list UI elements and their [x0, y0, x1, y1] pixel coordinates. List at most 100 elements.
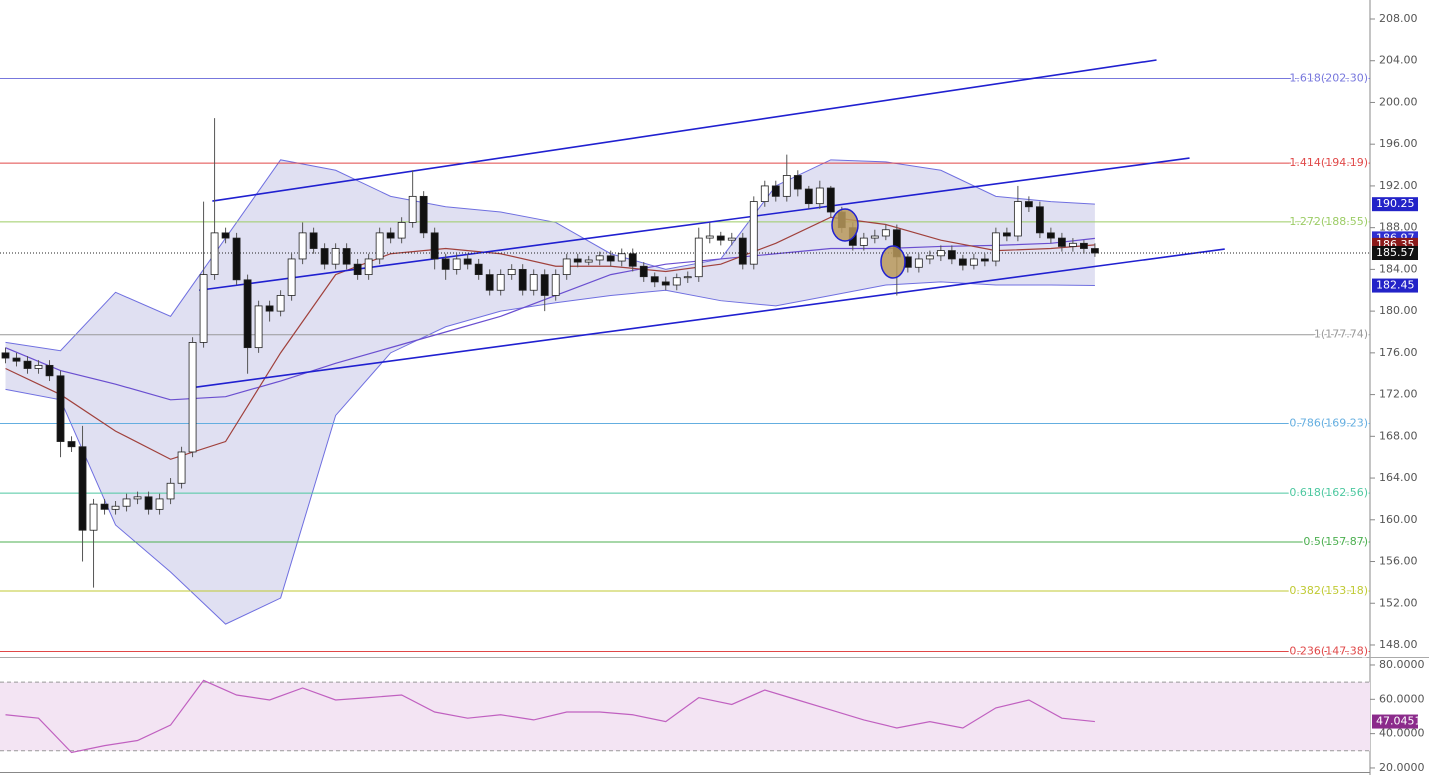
candle-body: [804, 188, 813, 205]
candle-body: [969, 258, 978, 266]
moving-average: [5, 216, 1095, 460]
price-label-box: [1372, 278, 1418, 293]
axis-layer: 148.00 152.00 156.00 160.00 164.00 168.00 172.…: [1370, 12, 1425, 774]
candle-body: [507, 268, 516, 276]
candle-body: [287, 258, 296, 296]
candle-body: [155, 498, 164, 510]
candle-body: [254, 305, 263, 349]
candle-body: [870, 235, 879, 239]
bands-layer: [5, 159, 1095, 625]
candle-body: [485, 274, 494, 291]
y-tick-label: 200.00: [1379, 95, 1418, 108]
fib-label: 1.414(194.19): [1289, 156, 1368, 169]
candle-body: [419, 195, 428, 234]
candle-body: [716, 235, 725, 241]
annotations-layer: [831, 208, 906, 279]
candle-body: [188, 342, 197, 453]
y-tick-label: 184.00: [1379, 262, 1418, 275]
candle-body: [342, 248, 351, 265]
candle-body: [661, 281, 670, 286]
candle-body: [474, 263, 483, 276]
price-label: 182.45: [1376, 279, 1415, 292]
candle-body: [210, 232, 219, 276]
candle-body: [584, 259, 593, 263]
candle-body: [947, 250, 956, 260]
fib-layer: 1.618(202.30) 1.414(194.19) 1.272(188.55) 1…: [0, 70, 1370, 659]
price-label-box: [1372, 714, 1418, 729]
candle-body: [1, 352, 10, 359]
candle-body: [23, 360, 32, 369]
candle-body: [496, 274, 505, 291]
candle-body: [1024, 201, 1033, 208]
candle-body: [958, 258, 967, 266]
candle-body: [705, 235, 714, 239]
candle-body: [518, 268, 527, 291]
candle-body: [45, 364, 54, 377]
candle-body: [331, 248, 340, 265]
candle-body: [364, 258, 373, 276]
candle-body: [441, 258, 450, 270]
candle-body: [111, 505, 120, 510]
candle-body: [628, 253, 637, 267]
candle-body: [89, 503, 98, 531]
candle-body: [672, 277, 681, 286]
candle-body: [221, 232, 230, 239]
candle-body: [243, 279, 252, 349]
candle-body: [562, 258, 571, 276]
candle-body: [826, 187, 835, 213]
candle-body: [177, 451, 186, 484]
fib-label: 1.618(202.30): [1289, 71, 1368, 84]
candle-body: [617, 253, 626, 262]
trendline: [212, 59, 1157, 202]
y-tick-label: 176.00: [1379, 346, 1418, 359]
candle-body: [386, 232, 395, 239]
candle-body: [694, 237, 703, 278]
candle-body: [859, 237, 868, 246]
fib-label: 0.236(147.38): [1289, 644, 1368, 657]
y-tick-label: 204.00: [1379, 54, 1418, 67]
candle-body: [595, 255, 604, 261]
candle-body: [760, 185, 769, 202]
y-tick-label: 196.00: [1379, 137, 1418, 150]
price-label: 47.0451: [1376, 715, 1422, 728]
candle-body: [34, 364, 43, 369]
band-fill: [5, 159, 1095, 625]
candle-body: [749, 201, 758, 265]
candle-body: [1057, 237, 1066, 247]
trendline: [194, 248, 1225, 389]
candle-body: [738, 237, 747, 265]
candle-body: [980, 258, 989, 262]
candle-body: [199, 274, 208, 343]
candle-body: [881, 229, 890, 237]
y-tick-label: 160.00: [1379, 513, 1418, 526]
candle-body: [320, 248, 329, 265]
fib-label: 0.618(162.56): [1289, 486, 1368, 499]
price-label-box: [1372, 197, 1418, 212]
candle-body: [540, 274, 549, 296]
candle-body: [639, 265, 648, 278]
candle-body: [936, 250, 945, 257]
candle-body: [914, 258, 923, 268]
y-tick-label: 156.00: [1379, 555, 1418, 568]
y-tick-label: 172.00: [1379, 388, 1418, 401]
candle-body: [166, 482, 175, 500]
candle-body: [606, 255, 615, 262]
band-upper: [5, 159, 1095, 352]
candle-body: [298, 232, 307, 260]
candle-body: [67, 441, 76, 448]
fib-label: 0.382(153.18): [1289, 584, 1368, 597]
candle-body: [1046, 232, 1055, 239]
y-tick-label: 80.0000: [1379, 658, 1425, 671]
price-label-box: [1372, 246, 1418, 261]
candle-body: [452, 258, 461, 270]
candle-body: [265, 305, 274, 312]
candle-body: [1079, 242, 1088, 249]
fib-label: 1.272(188.55): [1289, 215, 1368, 228]
candle-body: [276, 295, 285, 312]
candle-body: [1035, 206, 1044, 234]
candle-body: [122, 498, 131, 507]
candle-body: [133, 496, 142, 500]
candle-body: [375, 232, 384, 260]
candle-body: [925, 255, 934, 260]
